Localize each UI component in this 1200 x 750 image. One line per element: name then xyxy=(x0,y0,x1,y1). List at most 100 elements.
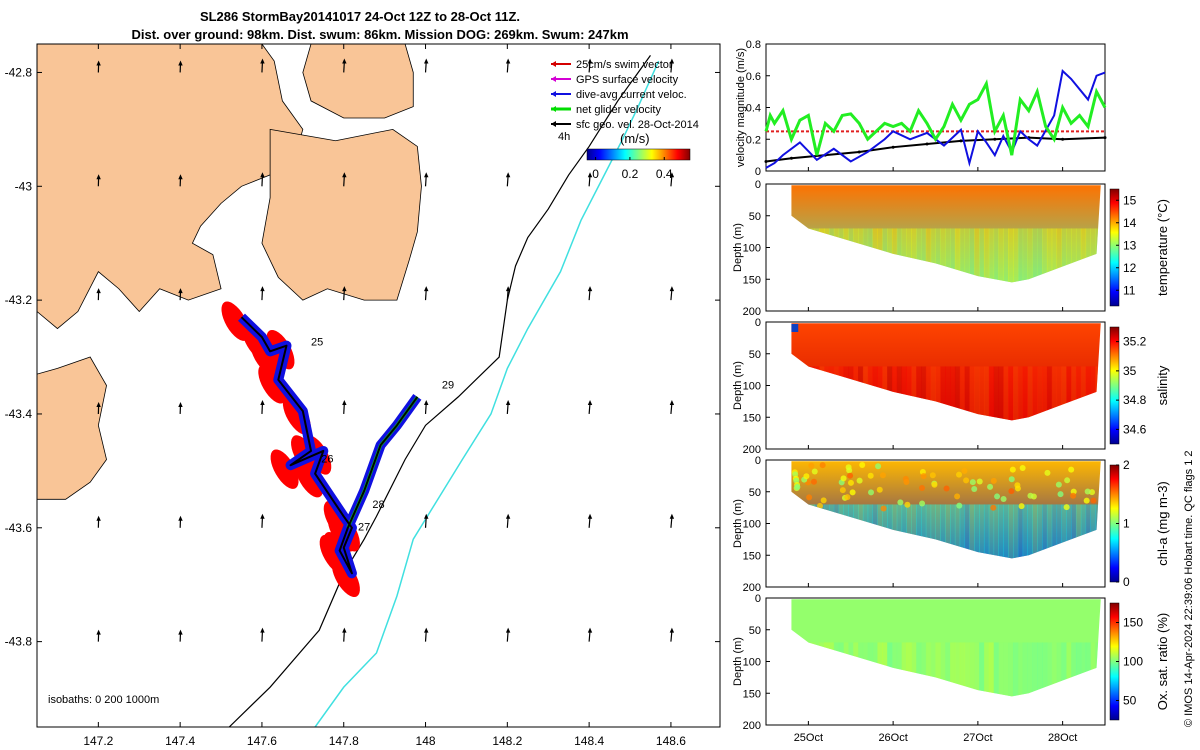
section-texture xyxy=(901,366,907,421)
current-arrow-head xyxy=(178,288,183,294)
velocity-point xyxy=(891,145,895,149)
time-tick-label: 25Oct xyxy=(794,732,823,744)
colorbar-tick-label: 11 xyxy=(1123,283,1136,297)
section-texture xyxy=(983,504,990,559)
velocity-series-line xyxy=(764,79,1107,156)
section-texture xyxy=(925,366,932,421)
section-texture xyxy=(979,642,985,697)
current-arrow-head xyxy=(669,627,675,633)
section-texture xyxy=(1037,228,1043,283)
chl-patch xyxy=(1063,504,1070,511)
section-texture xyxy=(935,366,941,421)
chl-patch xyxy=(839,487,846,494)
depth-tick-label: 200 xyxy=(743,582,761,594)
chl-patch xyxy=(1008,476,1015,483)
section-texture xyxy=(916,366,922,421)
section-texture xyxy=(1027,642,1033,697)
lat-tick-label: -43 xyxy=(15,179,33,193)
chl-patch xyxy=(847,479,854,486)
section-texture xyxy=(993,504,999,559)
chl-patch xyxy=(875,463,882,470)
depth-tick-label: 50 xyxy=(749,211,761,223)
title-line-2: Dist. over ground: 98km. Dist. swum: 86k… xyxy=(131,27,629,42)
swim-vector-shading xyxy=(270,449,299,489)
section-texture xyxy=(1022,642,1029,697)
current-arrow-head xyxy=(342,627,347,633)
depth-axis-label: Depth (m) xyxy=(732,637,744,686)
velocity-point xyxy=(1061,137,1065,141)
depth-tick-label: 0 xyxy=(755,593,761,605)
chl-patch xyxy=(1014,485,1021,492)
day-label: 28 xyxy=(372,499,384,511)
depth-tick-label: 0 xyxy=(755,317,761,329)
colorbar-tick-label: 50 xyxy=(1123,694,1137,708)
legend-time-label: 4h xyxy=(558,131,570,143)
section-texture xyxy=(1085,642,1091,697)
current-arrow-head xyxy=(505,172,511,178)
isobaths-label: isobaths: 0 200 1000m xyxy=(48,694,159,706)
swim-vector-shading xyxy=(258,364,287,404)
legend-arrowhead xyxy=(551,91,556,97)
glider-track xyxy=(240,316,419,575)
current-arrow-head xyxy=(260,627,265,633)
lon-tick-label: 148.2 xyxy=(492,734,522,748)
legend-arrowhead xyxy=(551,61,556,67)
section-texture xyxy=(1080,228,1087,283)
current-arrow-head xyxy=(96,60,101,66)
depth-tick-label: 100 xyxy=(743,519,761,531)
section-texture xyxy=(1003,366,1009,421)
current-arrow-head xyxy=(669,58,675,64)
section-texture xyxy=(916,228,922,283)
section-texture xyxy=(988,228,995,283)
chl-patch xyxy=(819,462,826,469)
depth-tick-label: 200 xyxy=(743,306,761,318)
chl-patch xyxy=(867,472,874,479)
section-texture xyxy=(911,366,917,421)
current-arrow-head xyxy=(260,513,265,519)
colorbar-tick-label: 1 xyxy=(1123,517,1130,531)
swim-vector-shading xyxy=(319,534,348,575)
chl-patch xyxy=(969,479,976,486)
section-texture xyxy=(945,228,951,283)
section-texture xyxy=(988,504,995,559)
section-texture xyxy=(1080,642,1087,697)
coastline-polygon xyxy=(37,44,304,330)
section-texture xyxy=(964,228,970,283)
chl-patch xyxy=(1057,491,1064,498)
current-arrow-head xyxy=(96,515,101,521)
section-texture xyxy=(945,642,951,697)
section-texture xyxy=(959,228,966,283)
section-texture xyxy=(969,642,975,697)
chl-patch xyxy=(897,499,904,506)
section-texture xyxy=(1032,504,1038,559)
chl-patch xyxy=(963,477,970,484)
section-texture xyxy=(940,504,946,559)
chl-patch xyxy=(844,494,851,501)
lon-tick-label: 147.4 xyxy=(165,734,195,748)
section-texture xyxy=(901,228,907,283)
current-arrow-head xyxy=(96,174,101,180)
chl-patch xyxy=(803,473,810,480)
colorbar-tick-label: 0 xyxy=(1123,575,1130,589)
section-panel-oxygen-saturation: 0 50 100 150 200 Depth (m) 50 100 150 Ox. sat. ra… xyxy=(732,593,1170,732)
current-arrow-head xyxy=(178,629,183,635)
current-arrow-head xyxy=(669,399,675,405)
swim-vector-shading xyxy=(250,335,279,376)
section-colorbar-label: Ox. sat. ratio (%) xyxy=(1155,613,1170,711)
section-texture xyxy=(988,366,995,421)
chl-patch xyxy=(1070,492,1077,499)
section-texture xyxy=(1012,504,1019,559)
lon-tick-label: 147.8 xyxy=(329,734,359,748)
colorbar-tick-label: 0.4 xyxy=(656,167,673,181)
section-texture xyxy=(1071,642,1077,697)
chl-patch xyxy=(879,472,886,479)
section-texture xyxy=(935,504,941,559)
chl-patch xyxy=(990,477,997,484)
coastline-polygon xyxy=(261,128,422,301)
section-colorbar-label: temperature (°C) xyxy=(1155,199,1170,296)
section-texture xyxy=(974,504,980,559)
section-texture xyxy=(1012,642,1019,697)
current-arrow-head xyxy=(505,286,511,292)
depth-axis-label: Depth (m) xyxy=(732,361,744,410)
